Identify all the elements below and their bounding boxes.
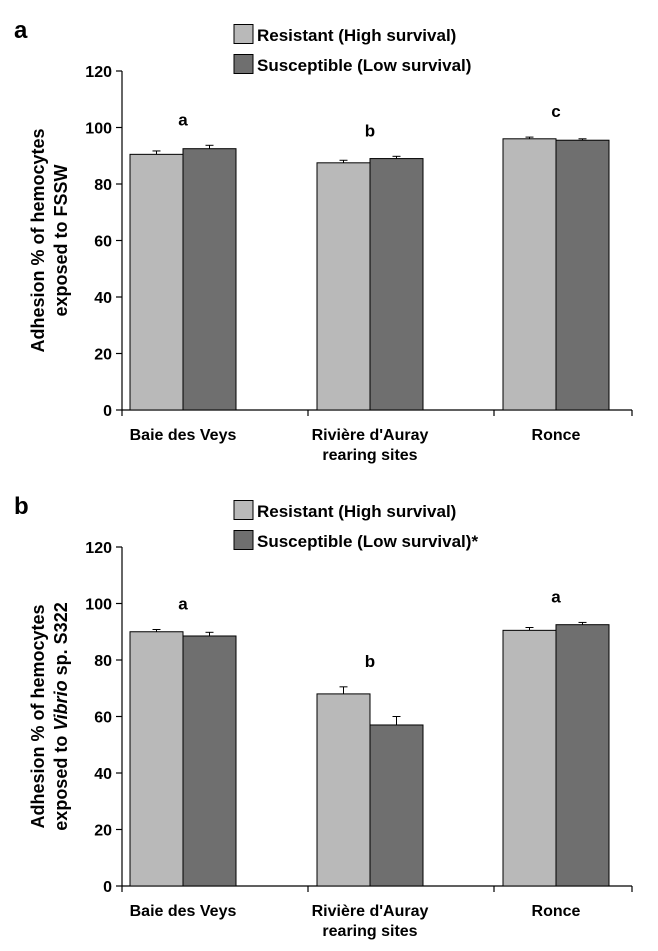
- x-tick-label: Rivière d'Auray: [312, 903, 429, 920]
- x-tick-label: Ronce: [532, 903, 581, 920]
- y-axis-label: Adhesion % of hemocytes exposed to Vibrio…: [28, 602, 71, 830]
- y-tick-label: 60: [94, 710, 112, 727]
- group-letter: a: [178, 110, 188, 129]
- legend-swatch-2: [233, 530, 254, 550]
- y-axis-label: Adhesion % of hemocytes exposed to FSSW: [28, 128, 71, 352]
- y-tick-label: 60: [94, 234, 112, 251]
- panel-letter: a: [14, 17, 28, 44]
- panel-letter: b: [14, 493, 29, 520]
- x-tick-label: Ronce: [532, 427, 581, 444]
- bar: [502, 138, 557, 411]
- y-tick-label: 100: [85, 121, 112, 138]
- legend-label-1: Resistant (High survival): [257, 26, 456, 45]
- y-tick-label: 40: [94, 766, 112, 783]
- x-tick-label: Rivière d'Auray: [312, 427, 429, 444]
- bar-chart-b: b Resistant (High survival) Susceptible (L…: [14, 493, 633, 940]
- y-tick-label: 40: [94, 290, 112, 307]
- y-axis-label-line: Adhesion % of hemocytes: [28, 128, 48, 352]
- chart-panel-a: a Resistant (High survival) Susceptible (L…: [0, 0, 658, 475]
- legend-swatch-2: [233, 54, 254, 74]
- y-tick-label: 20: [94, 347, 112, 364]
- group-letter: b: [365, 121, 375, 140]
- bar: [129, 153, 184, 411]
- legend-swatch-1: [233, 500, 254, 520]
- legend-swatch-1: [233, 24, 254, 44]
- y-tick-label: 0: [103, 879, 112, 896]
- y-tick-label: 0: [103, 403, 112, 420]
- y-tick-label: 120: [85, 64, 112, 81]
- x-tick-label: Baie des Veys: [130, 427, 237, 444]
- x-tick-label: rearing sites: [322, 923, 417, 940]
- bar: [502, 629, 557, 887]
- y-axis-label-line: exposed to FSSW: [51, 164, 71, 316]
- legend-label-1: Resistant (High survival): [257, 502, 456, 521]
- bar: [129, 631, 184, 887]
- group-letter: a: [178, 594, 188, 613]
- bar: [369, 724, 424, 887]
- group-letter: c: [551, 102, 560, 121]
- group-letter: a: [551, 587, 561, 606]
- chart-panel-b: b Resistant (High survival) Susceptible (L…: [0, 476, 658, 951]
- y-tick-label: 20: [94, 823, 112, 840]
- bar: [316, 162, 371, 411]
- bar: [555, 139, 610, 411]
- y-tick-label: 80: [94, 177, 112, 194]
- bar: [316, 693, 371, 887]
- y-tick-label: 100: [85, 597, 112, 614]
- x-tick-label: Baie des Veys: [130, 903, 237, 920]
- bar: [182, 148, 237, 411]
- y-tick-label: 80: [94, 653, 112, 670]
- y-axis-label-line: Adhesion % of hemocytes: [28, 604, 48, 828]
- bar: [182, 635, 237, 887]
- group-letter: b: [365, 652, 375, 671]
- legend-label-2: Susceptible (Low survival)*: [257, 532, 478, 551]
- bar-chart-a: a Resistant (High survival) Susceptible (L…: [14, 17, 633, 464]
- bar: [555, 624, 610, 887]
- y-tick-label: 120: [85, 540, 112, 557]
- legend-label-2: Susceptible (Low survival): [257, 56, 471, 75]
- bar: [369, 158, 424, 411]
- y-axis-label-line: exposed to Vibrio sp. S322: [51, 602, 71, 830]
- x-tick-label: rearing sites: [322, 447, 417, 464]
